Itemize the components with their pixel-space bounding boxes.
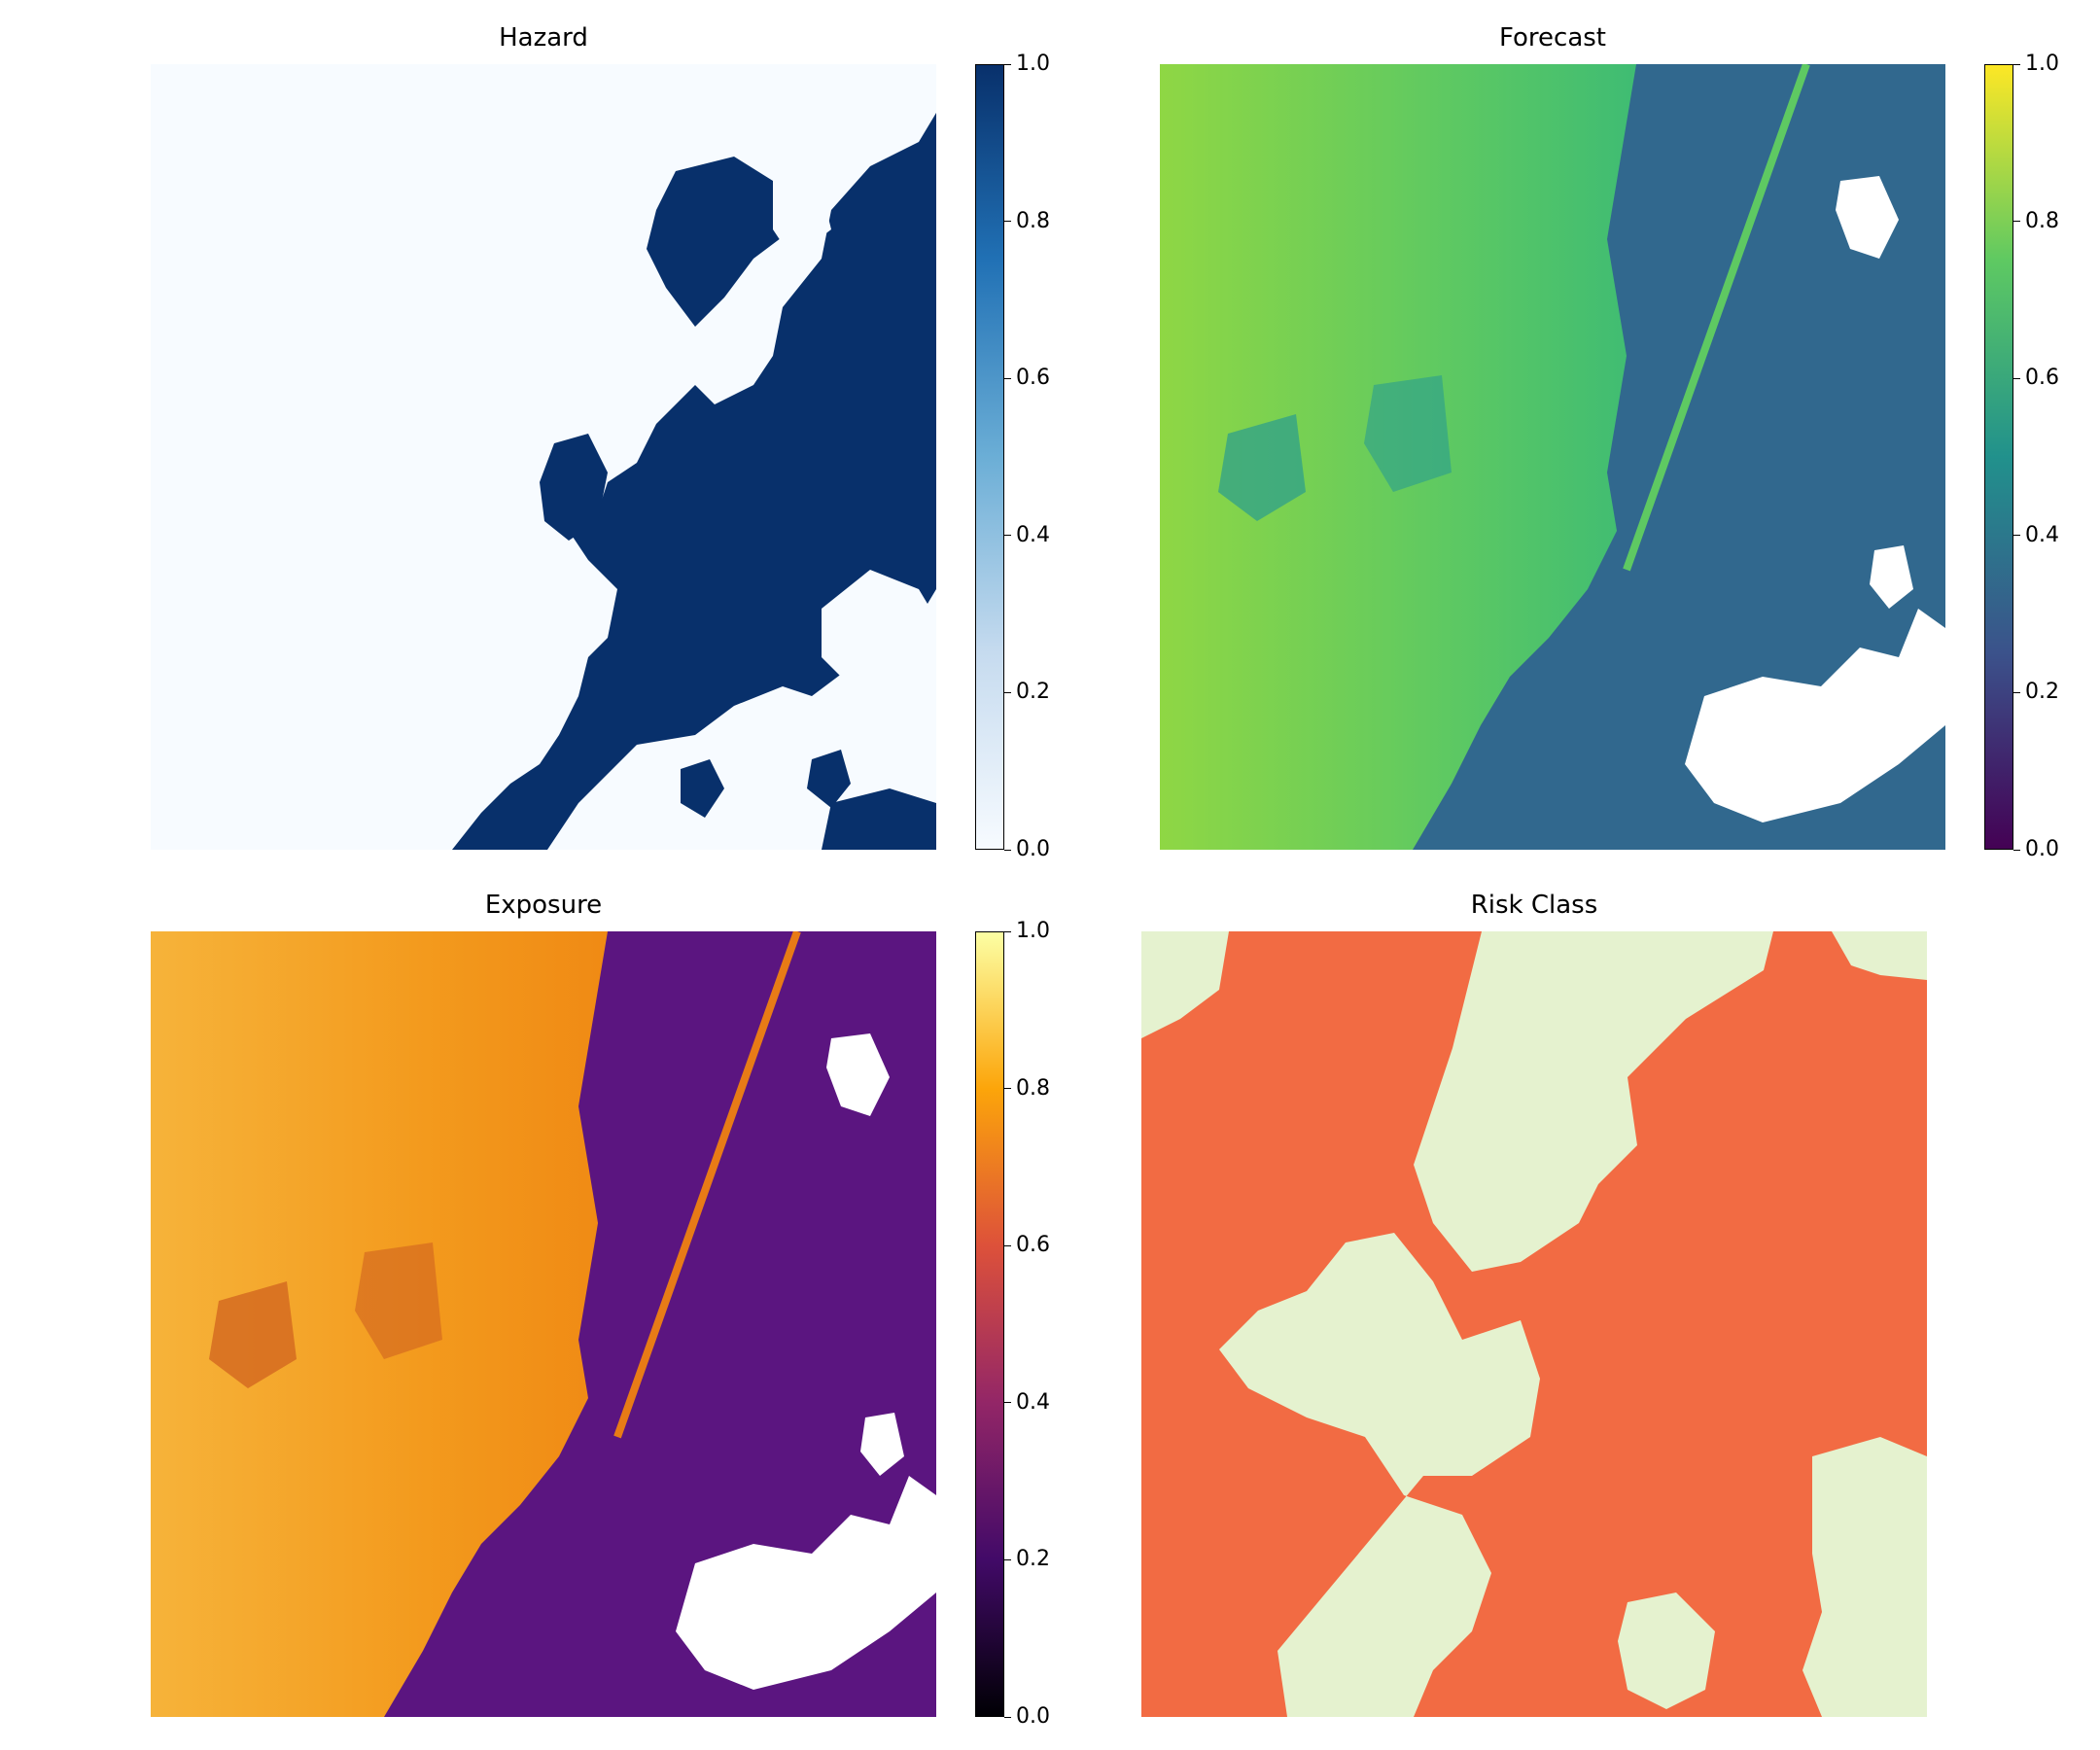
exposure-dark-patch-2 [355,1242,442,1359]
hazard-title: Hazard [499,23,588,52]
colorbar-tick-mark [2013,63,2020,65]
hazard-south-blob [822,788,936,850]
colorbar-tick-label: 0.8 [1016,208,1050,233]
colorbar-tick-label: 0.4 [1016,522,1050,547]
colorbar-tick-mark [1004,1716,1011,1718]
exposure-dark-patch [209,1281,297,1388]
exposure-mask-blob-3 [860,1413,904,1476]
hazard-south-blob-2 [681,759,724,818]
colorbar-tick-mark [2013,535,2020,537]
risk-class-low-region [1141,931,1229,1038]
hazard-notch-light-2 [822,570,936,725]
colorbar-tick-label: 1.0 [1016,52,1050,76]
risk-class-low-region-4 [1219,1233,1540,1717]
colorbar-tick-mark [1004,1558,1011,1560]
forecast-linear-feature [1623,64,1810,572]
hazard-colorbar [975,64,1004,850]
hazard-upper-blob [647,157,792,327]
forecast-heatmap [1160,64,1945,850]
colorbar-tick-label: 1.0 [2025,52,2059,76]
colorbar-tick-label: 0.2 [1016,1547,1050,1572]
exposure-heatmap [151,931,936,1717]
colorbar-tick-label: 0.8 [1016,1075,1050,1101]
colorbar-tick-mark [2013,849,2020,851]
hazard-high-region [452,113,936,850]
forecast-mask-blob [1685,609,1945,822]
forecast-mask-blob-2 [1836,176,1899,259]
colorbar-tick-mark [1004,1244,1011,1246]
colorbar-tick-mark [1004,849,1011,851]
exposure-mask-blob-2 [826,1033,890,1116]
colorbar-tick-mark [1004,377,1011,379]
hazard-notch-light [773,181,831,259]
colorbar-tick-label: 0.4 [2025,522,2059,547]
forecast-dark-patch-2 [1364,375,1452,492]
hazard-south-blob-3 [807,750,851,808]
exposure-title: Exposure [484,891,603,920]
forecast-mask-blob-3 [1870,545,1913,609]
colorbar-tick-mark [1004,1088,1011,1090]
colorbar-tick-mark [1004,221,1011,223]
colorbar-tick-label: 0.4 [1016,1389,1050,1415]
colorbar-tick-mark [2013,377,2020,379]
colorbar-tick-label: 0.8 [2025,208,2059,233]
colorbar-tick-label: 0.2 [2025,680,2059,705]
risk-class-title: Risk Class [1470,891,1598,920]
forecast-title: Forecast [1498,23,1607,52]
exposure-mask-blob [676,1476,936,1690]
colorbar-tick-label: 0.6 [1016,366,1050,391]
colorbar-tick-label: 0.0 [1016,837,1050,861]
colorbar-tick-label: 1.0 [1016,919,1050,943]
risk-class-low-region-3 [1832,931,1927,980]
exposure-colorbar-ticks: 0.0 0.2 0.4 0.6 0.8 1.0 [1004,919,1063,1729]
colorbar-tick-mark [1004,535,1011,537]
colorbar-tick-label: 0.0 [1016,1704,1050,1729]
risk-class-low-region-2 [1414,931,1773,1272]
risk-class-low-region-5 [1802,1437,1927,1717]
forecast-dark-patch [1218,414,1306,521]
hazard-colorbar-ticks: 0.0 0.2 0.4 0.6 0.8 1.0 [1004,52,1063,861]
colorbar-tick-mark [1004,930,1011,932]
colorbar-tick-label: 0.2 [1016,680,1050,705]
colorbar-tick-label: 0.0 [2025,837,2059,861]
exposure-colorbar [975,931,1004,1717]
colorbar-tick-mark [2013,221,2020,223]
forecast-colorbar [1984,64,2013,850]
exposure-linear-feature [613,931,801,1439]
colorbar-tick-label: 0.6 [1016,1233,1050,1258]
colorbar-tick-mark [1004,1402,1011,1404]
risk-class-heatmap [1141,931,1927,1717]
hazard-west-blob [540,434,608,541]
colorbar-tick-mark [1004,691,1011,693]
colorbar-tick-mark [2013,691,2020,693]
hazard-heatmap [151,64,936,850]
forecast-colorbar-ticks: 0.0 0.2 0.4 0.6 0.8 1.0 [2013,52,2072,861]
colorbar-tick-label: 0.6 [2025,366,2059,391]
risk-class-low-region-6 [1618,1592,1715,1709]
colorbar-tick-mark [1004,63,1011,65]
